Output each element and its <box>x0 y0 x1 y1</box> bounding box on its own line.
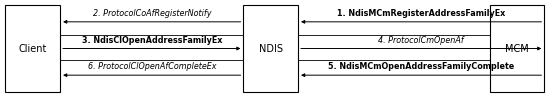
Bar <box>5 5 60 92</box>
Text: 6. ProtocolClOpenAfCompleteEx: 6. ProtocolClOpenAfCompleteEx <box>88 62 216 71</box>
Text: 3. NdisClOpenAddressFamilyEx: 3. NdisClOpenAddressFamilyEx <box>82 36 222 45</box>
Bar <box>243 5 298 92</box>
Text: Client: Client <box>19 43 47 54</box>
Text: 5. NdisMCmOpenAddressFamilyComplete: 5. NdisMCmOpenAddressFamilyComplete <box>328 62 514 71</box>
Text: 2. ProtocolCoAfRegisterNotify: 2. ProtocolCoAfRegisterNotify <box>92 9 211 18</box>
Text: NDIS: NDIS <box>259 43 283 54</box>
Text: 1. NdisMCmRegisterAddressFamilyEx: 1. NdisMCmRegisterAddressFamilyEx <box>337 9 505 18</box>
Text: MCM: MCM <box>505 43 529 54</box>
Bar <box>490 5 544 92</box>
Text: 4. ProtocolCmOpenAf: 4. ProtocolCmOpenAf <box>379 36 464 45</box>
